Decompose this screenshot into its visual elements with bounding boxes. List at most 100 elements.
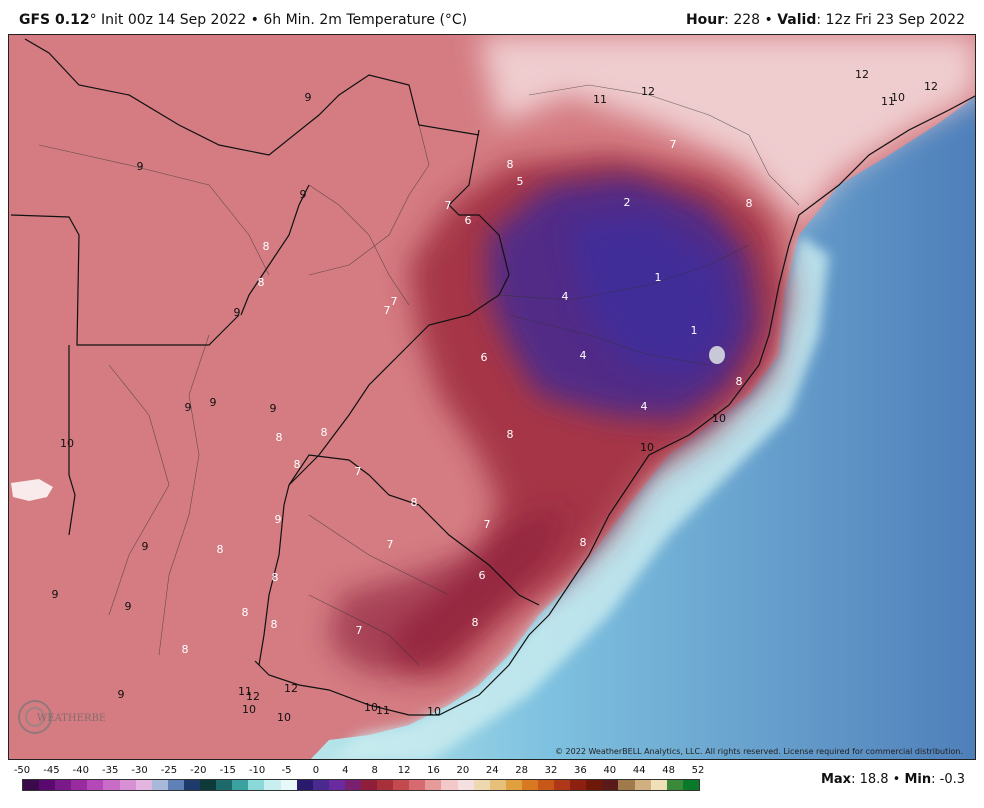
legend-tick-label: 4 — [342, 765, 349, 776]
contour-label: 7 — [445, 199, 452, 212]
contour-label: 8 — [258, 276, 265, 289]
legend-color-swatch — [473, 780, 490, 790]
contour-label: 12 — [855, 68, 869, 81]
legend-color-swatch — [328, 780, 345, 790]
legend-color-swatch — [360, 780, 378, 790]
legend-color-swatch — [650, 780, 667, 790]
legend-tick-label: -25 — [160, 765, 178, 776]
legend-colorbar — [22, 779, 700, 791]
contour-label: 9 — [137, 160, 144, 173]
contour-label: 12 — [246, 690, 260, 703]
contour-label: 11 — [881, 95, 895, 108]
valid-value: : 12z Fri 23 Sep 2022 — [816, 12, 965, 28]
legend-color-swatch — [344, 780, 361, 790]
max-value: : 18.8 • — [851, 772, 905, 787]
legend-tick-label: 52 — [691, 765, 705, 776]
contour-label: 7 — [484, 518, 491, 531]
legend-color-swatch — [521, 780, 538, 790]
legend-tick-label: 8 — [371, 765, 378, 776]
legend-color-swatch — [151, 780, 168, 790]
contour-label: 10 — [60, 437, 74, 450]
hour-label: Hour — [685, 12, 725, 28]
contour-label: 8 — [507, 428, 514, 441]
contour-label: 6 — [479, 569, 486, 582]
lagoon — [11, 479, 53, 501]
legend-color-swatch — [71, 780, 88, 790]
contour-label: 10 — [427, 705, 441, 718]
legend-color-swatch — [312, 780, 329, 790]
map-header: GFS 0.12° Init 00z 14 Sep 2022 • 6h Min.… — [0, 0, 984, 34]
contour-label: 2 — [624, 196, 631, 209]
legend-color-swatch — [538, 780, 555, 790]
contour-label: 1 — [691, 324, 698, 337]
legend-color-swatch — [103, 780, 120, 790]
temperature-map[interactable]: 11 12 12 11 10 12 9 9 9 8 5 7 2 7 6 8 8 8 1 4 7 7 9 1 6 4 8 9 9 9 4 10 8… — [8, 34, 976, 760]
contour-label: 8 — [276, 431, 283, 444]
legend-color-swatch — [167, 780, 184, 790]
contour-label: 8 — [263, 240, 270, 253]
contour-label: 9 — [210, 396, 217, 409]
legend-tick-label: 28 — [515, 765, 529, 776]
legend-color-swatch — [441, 780, 458, 790]
cold-core-deep — [569, 215, 729, 375]
contour-label: 9 — [52, 588, 59, 601]
contour-label: 7 — [356, 624, 363, 637]
legend-color-swatch — [554, 780, 571, 790]
min-temp-spot — [709, 346, 725, 364]
valid-time: Hour: 228 • Valid: 12z Fri 23 Sep 2022 — [686, 12, 965, 28]
legend-color-swatch — [119, 780, 136, 790]
legend-color-swatch — [135, 780, 152, 790]
contour-label: 8 — [411, 496, 418, 509]
legend-tick-label: -20 — [190, 765, 207, 776]
contour-label: 9 — [185, 401, 192, 414]
legend-color-swatch — [264, 780, 281, 790]
southern-cold-band — [329, 505, 569, 675]
legend-color-swatch — [216, 780, 233, 790]
legend-tick-label: -15 — [219, 765, 236, 776]
legend-color-swatch — [634, 780, 651, 790]
legend-tick-label: 20 — [456, 765, 470, 776]
contour-label: 10 — [640, 441, 654, 454]
legend-tick-label: 44 — [632, 765, 646, 776]
northern-coast-light — [479, 35, 975, 225]
legend-color-swatch — [393, 780, 410, 790]
contour-label: 8 — [182, 643, 189, 656]
legend-color-swatch — [457, 780, 474, 790]
contour-label: 6 — [465, 214, 472, 227]
legend-color-swatch — [232, 780, 249, 790]
contour-label: 10 — [242, 703, 256, 716]
legend-tick-label: -30 — [131, 765, 148, 776]
legend-tick-label: -35 — [102, 765, 119, 776]
legend-color-swatch — [666, 780, 683, 790]
contour-label: 9 — [142, 540, 149, 553]
model-name: GFS 0.12 — [19, 12, 90, 28]
legend-color-swatch — [570, 780, 587, 790]
legend-color-swatch — [55, 780, 72, 790]
legend-tick-label: 0 — [312, 765, 320, 776]
legend-color-swatch — [489, 780, 506, 790]
contour-label: 8 — [242, 606, 249, 619]
max-min-stats: Max: 18.8 • Min: -0.3 — [821, 772, 965, 787]
legend-color-swatch — [87, 780, 104, 790]
contour-label: 8 — [507, 158, 514, 171]
valid-label: Valid — [777, 12, 817, 28]
legend-color-swatch — [682, 780, 699, 790]
contour-label: 10 — [364, 701, 378, 714]
contour-label: 9 — [118, 688, 125, 701]
contour-label: 7 — [384, 304, 391, 317]
contour-label: 11 — [376, 704, 390, 717]
legend-tick-label: 12 — [397, 765, 411, 776]
legend-tick-label: 16 — [427, 765, 440, 776]
legend-tick-label: 48 — [662, 765, 675, 776]
legend-color-swatch — [248, 780, 265, 790]
legend-color-swatch — [280, 780, 297, 790]
copyright-notice: © 2022 WeatherBELL Analytics, LLC. All r… — [555, 747, 963, 756]
legend-color-swatch — [602, 780, 619, 790]
contour-label: 1 — [655, 271, 662, 284]
contour-label: 8 — [217, 543, 224, 556]
contour-label: 7 — [670, 138, 677, 151]
contour-label: 8 — [472, 616, 479, 629]
logo-text: WEATHERBELL — [37, 713, 105, 724]
country-borders — [10, 38, 975, 716]
